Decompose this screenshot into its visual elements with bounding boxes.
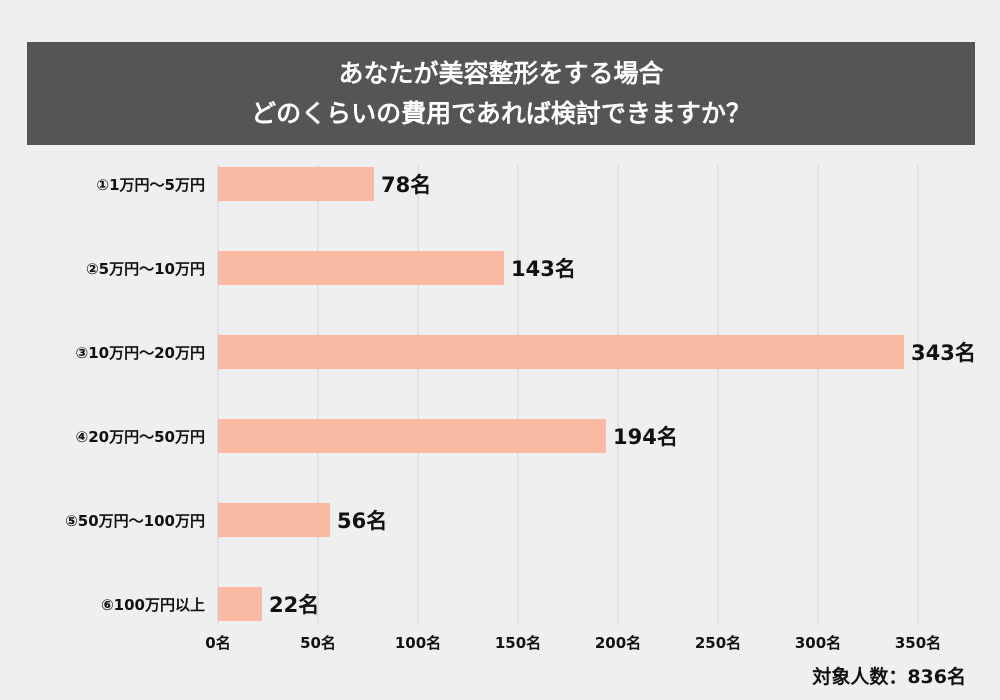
- data-label: 78名: [381, 173, 431, 197]
- data-label: 56名: [337, 509, 387, 533]
- bar: [218, 335, 904, 369]
- category-label: ②5万円～10万円: [86, 260, 205, 278]
- data-label: 194名: [613, 425, 678, 449]
- category-label: ③10万円～20万円: [76, 344, 205, 362]
- chart-title: あなたが美容整形をする場合 どのくらいの費用であれば検討できますか？: [27, 42, 975, 145]
- data-label: 343名: [911, 341, 976, 365]
- bar: [218, 251, 504, 285]
- x-tick-label: 50名: [300, 634, 336, 652]
- chart-title-line-1: あなたが美容整形をする場合: [338, 58, 664, 88]
- x-tick-label: 100名: [395, 634, 441, 652]
- category-label: ①1万円～5万円: [96, 176, 205, 194]
- category-label: ④20万円～50万円: [76, 428, 205, 446]
- x-tick-label: 0名: [205, 634, 230, 652]
- bar: [218, 503, 330, 537]
- category-label: ⑤50万円～100万円: [65, 512, 205, 530]
- x-tick-label: 350名: [895, 634, 941, 652]
- x-tick-label: 250名: [695, 634, 741, 652]
- bar: [218, 419, 606, 453]
- chart-title-line-2: どのくらいの費用であれば検討できますか？: [251, 98, 751, 128]
- data-label: 143名: [511, 257, 576, 281]
- x-tick-label: 300名: [795, 634, 841, 652]
- bar: [218, 167, 374, 201]
- x-tick-label: 150名: [495, 634, 541, 652]
- x-tick-label: 200名: [595, 634, 641, 652]
- total-respondents: 対象人数：836名: [812, 666, 966, 688]
- bar: [218, 587, 262, 621]
- data-label: 22名: [269, 593, 319, 617]
- category-label: ⑥100万円以上: [101, 596, 205, 614]
